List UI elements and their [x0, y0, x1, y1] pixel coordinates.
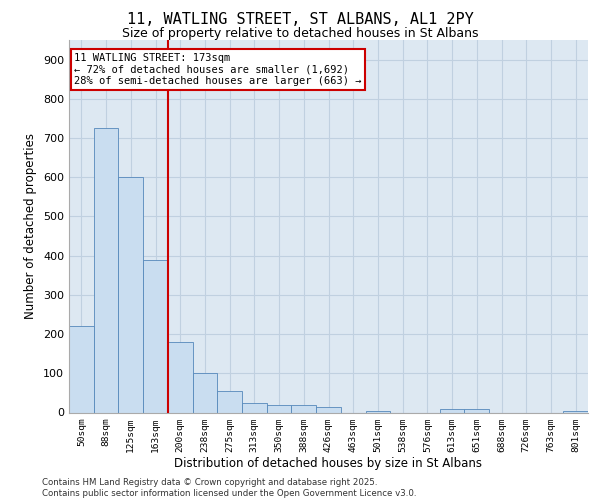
Bar	[118, 177, 143, 412]
Bar	[143, 260, 168, 412]
Bar	[267, 406, 292, 412]
Bar	[464, 408, 489, 412]
Bar	[365, 410, 390, 412]
Text: 11, WATLING STREET, ST ALBANS, AL1 2PY: 11, WATLING STREET, ST ALBANS, AL1 2PY	[127, 12, 473, 28]
Text: 11 WATLING STREET: 173sqm
← 72% of detached houses are smaller (1,692)
28% of se: 11 WATLING STREET: 173sqm ← 72% of detac…	[74, 53, 362, 86]
Y-axis label: Number of detached properties: Number of detached properties	[25, 133, 37, 320]
Bar	[292, 404, 316, 412]
Bar	[242, 402, 267, 412]
Bar	[69, 326, 94, 412]
Bar	[440, 408, 464, 412]
Bar	[193, 374, 217, 412]
Bar	[168, 342, 193, 412]
Bar	[316, 406, 341, 412]
Text: Size of property relative to detached houses in St Albans: Size of property relative to detached ho…	[122, 28, 478, 40]
Bar	[94, 128, 118, 412]
Text: Contains HM Land Registry data © Crown copyright and database right 2025.
Contai: Contains HM Land Registry data © Crown c…	[42, 478, 416, 498]
Bar	[217, 391, 242, 412]
X-axis label: Distribution of detached houses by size in St Albans: Distribution of detached houses by size …	[175, 458, 482, 470]
Bar	[563, 410, 588, 412]
